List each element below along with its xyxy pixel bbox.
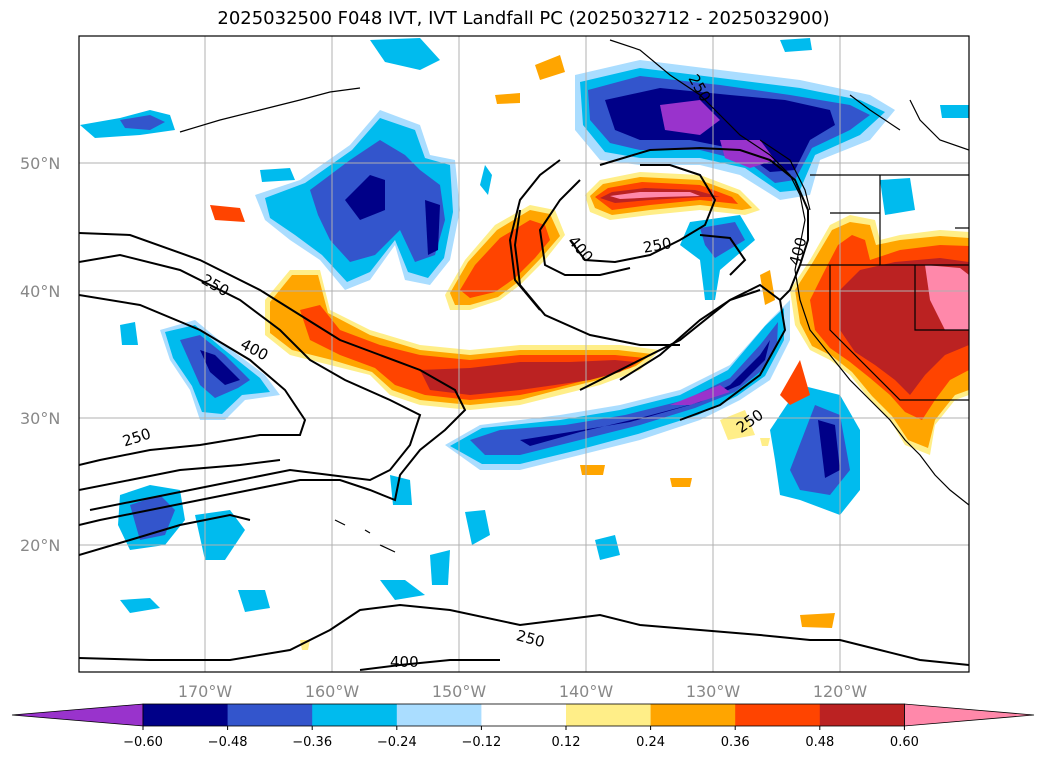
lat-label-20n: 20°N <box>20 536 60 555</box>
filled-contours <box>80 38 969 650</box>
colorbar-segment <box>481 704 567 726</box>
colorbar: −0.60 −0.48 −0.36 −0.24 −0.12 0.12 0.24 0.36 0.4… <box>11 703 1035 750</box>
colorbar-segment <box>227 704 313 726</box>
map-title: 2025032500 F048 IVT, IVT Landfall PC (20… <box>217 8 830 29</box>
colorbar-tick-label: −0.48 <box>208 735 248 750</box>
colorbar-tick-label: −0.36 <box>292 735 332 750</box>
colorbar-segment <box>396 704 482 726</box>
lat-label-30n: 30°N <box>20 409 60 428</box>
colorbar-segment <box>735 704 821 726</box>
colorbar-extend-high <box>904 703 1035 727</box>
lat-label-40n: 40°N <box>20 282 60 301</box>
lon-label-160w: 160°W <box>305 682 360 701</box>
contour-label: 250 <box>642 234 673 257</box>
colorbar-segment <box>566 704 652 726</box>
colorbar-segment <box>650 704 736 726</box>
colorbar-tick-label: 0.36 <box>721 735 750 750</box>
colorbar-tick-label: −0.60 <box>123 735 163 750</box>
contour-label: 400 <box>390 653 419 671</box>
colorbar-segment <box>312 704 398 726</box>
lon-label-140w: 140°W <box>559 682 614 701</box>
lon-label-130w: 130°W <box>686 682 741 701</box>
lon-label-170w: 170°W <box>178 682 233 701</box>
lon-label-150w: 150°W <box>432 682 487 701</box>
colorbar-tick-label: 0.60 <box>890 735 919 750</box>
colorbar-tick-label: 0.24 <box>636 735 665 750</box>
colorbar-tick-label: −0.12 <box>461 735 501 750</box>
colorbar-border <box>142 703 905 727</box>
colorbar-extend-low <box>11 703 144 727</box>
map-frame <box>78 35 970 673</box>
coastlines <box>179 39 969 553</box>
lon-label-120w: 120°W <box>813 682 868 701</box>
ivt-contours <box>79 146 969 671</box>
colorbar-tick-label: 0.48 <box>805 735 834 750</box>
colorbar-tick-label: −0.24 <box>377 735 417 750</box>
colorbar-tick-label: 0.12 <box>552 735 581 750</box>
colorbar-segment <box>143 704 229 726</box>
colorbar-segment <box>819 704 905 726</box>
lat-label-50n: 50°N <box>20 154 60 173</box>
